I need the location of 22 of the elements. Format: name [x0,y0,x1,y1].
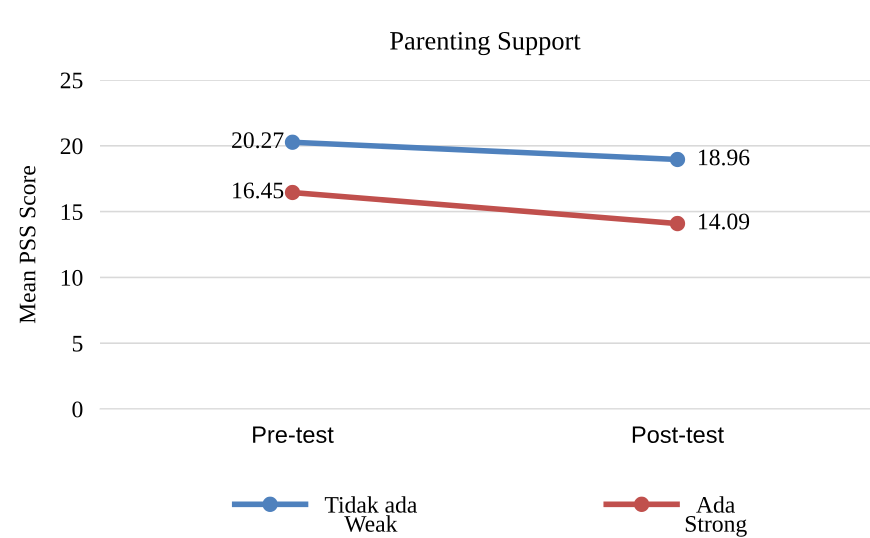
y-tick-label: 15 [62,204,82,220]
text: Weak [344,515,398,532]
point [670,152,686,168]
x-tick-label: Post-test [632,426,724,444]
legend-label: Tidak ada [324,496,418,513]
point [284,134,300,150]
x-tick-label: Pre-test [253,426,334,444]
data-label: 16.45 [233,182,284,199]
legend-label: Ada [696,496,735,513]
y-tick-label: 10 [62,270,82,286]
text: Strong [686,516,747,537]
y-tick-label: 25 [60,72,82,88]
data-label: 18.96 [699,149,750,166]
data-label: 14.09 [699,214,750,230]
y-axis-title: Mean PSS Score [20,166,36,324]
y-tick-label: 0 [72,401,82,418]
data-label: 20.27 [232,132,284,148]
chart-title: Parenting Support [390,32,580,56]
point [284,184,300,200]
y-tick-label: 20 [60,138,82,154]
point [670,216,686,232]
y-tick-label: 5 [72,336,82,352]
